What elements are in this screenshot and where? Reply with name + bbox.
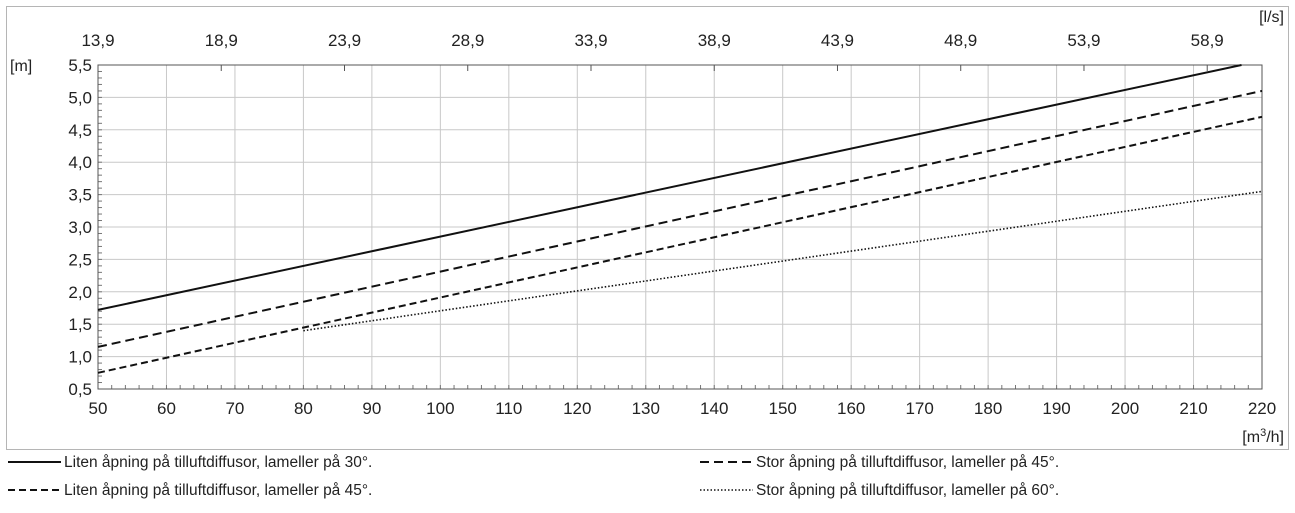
x-unit-label: [m3/h] [1242,427,1284,446]
series-line-3 [97,89,1263,348]
top-tick-label: 53,9 [1067,31,1100,50]
x-tick-label: 70 [225,399,244,418]
x-tick-label: 160 [837,399,865,418]
x-tick-label: 60 [157,399,176,418]
y-tick-label: 4,0 [68,153,92,172]
top-tick-label: 43,9 [821,31,854,50]
legend-label-2: Liten åpning på tilluftdiffusor, lamelle… [64,482,372,499]
legend: Liten åpning på tilluftdiffusor, lamelle… [8,454,1059,499]
legend-label-4: Stor åpning på tilluftdiffusor, lameller… [756,482,1059,499]
y-unit-label: [m] [10,58,32,75]
top-unit-label: [l/s] [1259,9,1284,26]
x-tick-label: 90 [362,399,381,418]
x-tick-label: 120 [563,399,591,418]
y-tick-label: 0,5 [68,380,92,399]
y-tick-label: 2,0 [68,283,92,302]
x-tick-label: 220 [1248,399,1276,418]
y-tick-label: 3,5 [68,186,92,205]
x-tick-label: 180 [974,399,1002,418]
x-tick-label: 190 [1042,399,1070,418]
series-layer [97,64,1263,374]
y-tick-label: 3,0 [68,218,92,237]
y-tick-label: 5,5 [68,56,92,75]
top-tick-label: 13,9 [81,31,114,50]
grid [97,64,1263,390]
x-tick-label: 80 [294,399,313,418]
top-tick-label: 58,9 [1191,31,1224,50]
top-tick-label: 48,9 [944,31,977,50]
y-tick-labels: 0,5 1,0 1,5 2,0 2,5 3,0 3,5 4,0 4,5 5,0 5,5 [68,56,92,399]
top-tick-label: 23,9 [328,31,361,50]
top-tick-label: 18,9 [205,31,238,50]
legend-label-1: Liten åpning på tilluftdiffusor, lamelle… [64,454,372,471]
top-tick-labels: 13,9 18,9 23,9 28,9 33,9 38,9 43,9 48,9 53,9 58,9 [81,31,1223,50]
x-tick-label: 150 [769,399,797,418]
series-line-2 [97,115,1263,374]
top-tick-label: 28,9 [451,31,484,50]
legend-label-3: Stor åpning på tilluftdiffusor, lameller… [756,454,1059,471]
y-tick-label: 2,5 [68,250,92,269]
series-line-1 [97,64,1242,311]
x-tick-label: 210 [1179,399,1207,418]
chart-frame [6,6,1289,450]
x-tick-label: 200 [1111,399,1139,418]
x-tick-label: 50 [89,399,108,418]
x-tick-label: 140 [700,399,728,418]
x-tick-labels: 50 60 70 80 90 100 110 120 130 140 150 160 170 180 190… [89,399,1277,418]
x-tick-label: 130 [632,399,660,418]
minor-ticks [97,64,1263,390]
series-line-4 [303,190,1263,332]
x-tick-label: 170 [905,399,933,418]
x-tick-label: 100 [426,399,454,418]
top-tick-label: 38,9 [698,31,731,50]
y-tick-label: 1,0 [68,348,92,367]
y-tick-label: 4,5 [68,121,92,140]
top-tick-label: 33,9 [574,31,607,50]
y-tick-label: 5,0 [68,88,92,107]
x-tick-label: 110 [495,399,522,418]
plot-frame [97,64,1263,390]
y-tick-label: 1,5 [68,315,92,334]
